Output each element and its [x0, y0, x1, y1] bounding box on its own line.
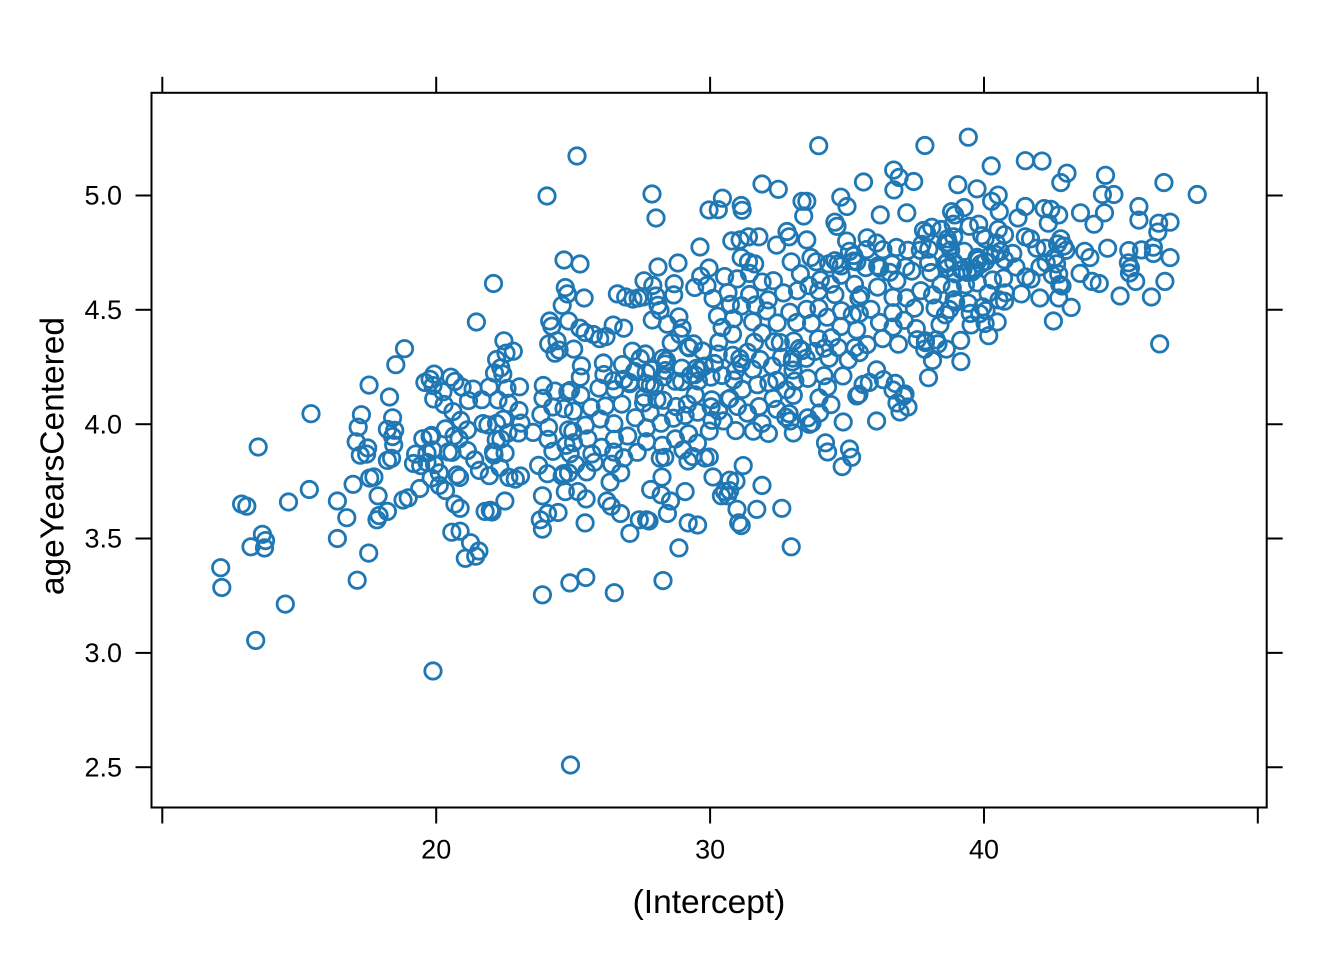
svg-text:4.5: 4.5: [84, 295, 122, 325]
svg-text:20: 20: [421, 834, 451, 864]
svg-text:5.0: 5.0: [84, 181, 122, 211]
svg-text:3.5: 3.5: [84, 524, 122, 554]
svg-text:2.5: 2.5: [84, 752, 122, 782]
svg-text:ageYearsCentered: ageYearsCentered: [35, 317, 72, 595]
svg-text:4.0: 4.0: [84, 409, 122, 439]
svg-text:30: 30: [695, 834, 725, 864]
svg-text:40: 40: [969, 834, 999, 864]
svg-text:(Intercept): (Intercept): [633, 884, 786, 921]
svg-text:3.0: 3.0: [84, 638, 122, 668]
